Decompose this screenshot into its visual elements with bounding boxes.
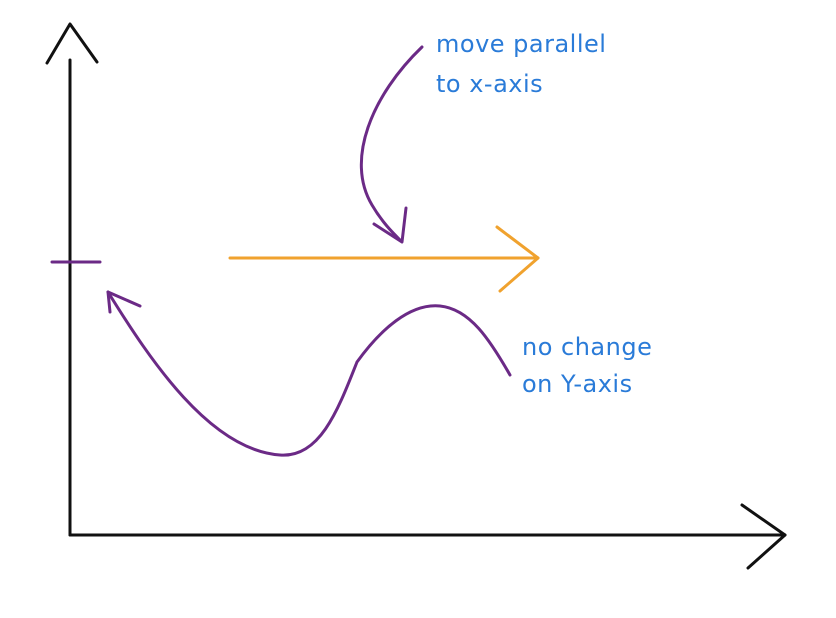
top-note: move parallel to x-axis xyxy=(436,30,606,98)
bottom-note-line-1: no change xyxy=(522,333,652,361)
bottom-note: no change on Y-axis xyxy=(522,333,652,398)
bottom-note-line-2: on Y-axis xyxy=(522,370,633,398)
pointer-arrow-head xyxy=(372,206,408,244)
pointer-arrow xyxy=(359,45,424,244)
shift-arrow-icon xyxy=(228,225,540,293)
function-curve-path xyxy=(106,290,512,457)
top-note-line-1: move parallel xyxy=(436,30,606,58)
shift-arrow-head xyxy=(495,225,540,293)
x-axis-arrowhead xyxy=(740,503,787,570)
top-note-line-2: to x-axis xyxy=(436,70,543,98)
axes xyxy=(45,22,787,570)
y-axis-arrowhead xyxy=(45,22,99,65)
function-curve xyxy=(106,290,512,457)
function-curve-arrowhead xyxy=(106,290,142,314)
pointer-arrow-curve xyxy=(359,45,424,243)
